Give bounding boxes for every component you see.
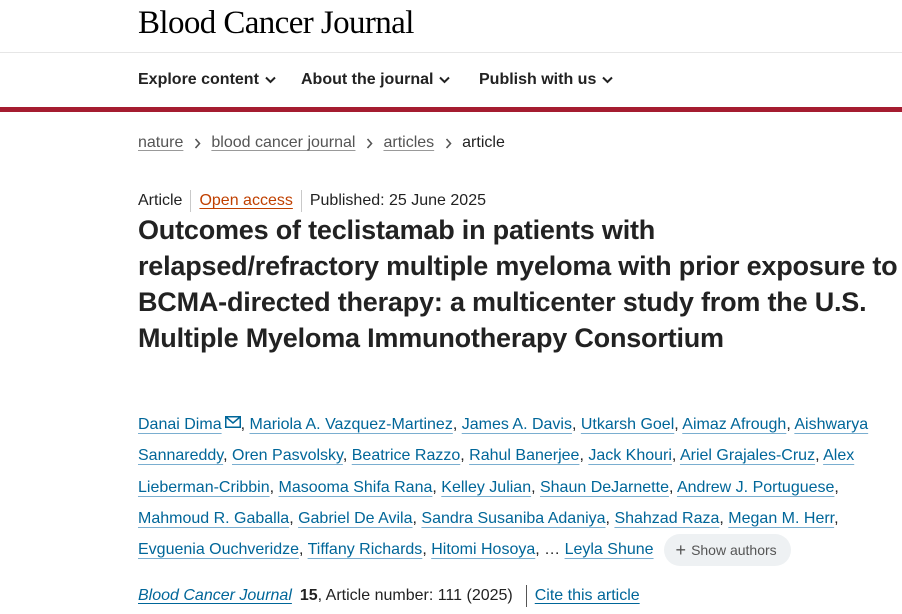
author-separator: , (579, 447, 589, 465)
author-link[interactable]: Rahul Banerjee (469, 447, 580, 465)
author-separator: , (671, 447, 680, 465)
article-type: Article (138, 192, 183, 209)
author-separator: , (535, 541, 545, 559)
author-separator: , (605, 509, 615, 527)
author-link[interactable]: Evguenia Ouchveridze (138, 541, 299, 559)
author-link[interactable]: Shahzad Raza (614, 509, 720, 527)
nav-label: Explore content (138, 71, 259, 88)
author-separator: , (289, 509, 299, 527)
author-separator: , (786, 416, 795, 433)
chevron-down-icon (439, 76, 451, 84)
author-link[interactable]: Utkarsh Goel (580, 416, 675, 433)
author-link[interactable]: Shaun DeJarnette (539, 478, 669, 496)
author-link[interactable]: Kelley Julian (441, 478, 532, 496)
breadcrumb-journal[interactable]: blood cancer journal (211, 134, 356, 151)
journal-link[interactable]: Blood Cancer Journal (138, 587, 292, 604)
author-link[interactable]: Mahmoud R. Gaballa (138, 509, 290, 527)
nav-about-journal[interactable]: About the journal (301, 71, 451, 89)
article-number: , Article number: 111 (2025) (317, 587, 513, 604)
nav-label: About the journal (301, 71, 434, 88)
author-link[interactable]: Gabriel De Avila (298, 509, 413, 527)
published-date: Published: 25 June 2025 (309, 192, 486, 209)
author-list: Danai Dima, Mariola A. Vazquez-Martinez,… (138, 408, 888, 567)
author-link[interactable]: Oren Pasvolsky (232, 447, 343, 465)
author-link[interactable]: Ariel Grajales-Cruz (679, 447, 816, 465)
author-link[interactable]: Danai Dima (138, 416, 222, 433)
author-link[interactable]: Leyla Shune (564, 541, 654, 559)
author-link[interactable]: Tiffany Richards (307, 541, 423, 559)
citation-divider (525, 585, 527, 607)
mail-icon[interactable] (224, 408, 241, 439)
author-separator: , (223, 447, 232, 465)
plus-icon: + (675, 539, 687, 560)
chevron-right-icon (194, 137, 201, 149)
breadcrumb-current: article (462, 134, 505, 151)
nav-publish-with-us[interactable]: Publish with us (479, 71, 614, 89)
author-separator: , (531, 478, 540, 496)
journal-logo[interactable]: Blood Cancer Journal (138, 5, 414, 41)
citation-line: Blood Cancer Journal 15 , Article number… (138, 585, 640, 607)
author-link[interactable]: Alex Lieberman-Cribbin (138, 447, 855, 496)
author-separator: , (432, 478, 442, 496)
chevron-down-icon (265, 76, 276, 84)
author-link[interactable]: James A. Davis (461, 416, 572, 433)
author-separator: , (674, 416, 683, 433)
article-meta: Article Open access Published: 25 June 2… (138, 190, 486, 212)
author-separator: , (815, 447, 824, 465)
author-link[interactable]: Jack Khouri (588, 447, 672, 465)
show-authors-label: Show authors (691, 541, 777, 558)
cite-this-article-link[interactable]: Cite this article (534, 587, 640, 604)
site-header: Blood Cancer Journal (0, 0, 902, 53)
author-link[interactable]: Andrew J. Portuguese (676, 478, 835, 496)
author-separator: , (298, 541, 308, 559)
author-link[interactable]: Aimaz Afrough (682, 416, 787, 433)
volume-number: 15 (299, 587, 318, 604)
author-separator: , (422, 541, 432, 559)
nav-explore-content[interactable]: Explore content (138, 71, 276, 89)
author-separator: , (342, 447, 352, 465)
meta-divider (300, 190, 302, 212)
accent-divider (0, 107, 902, 112)
nav-label: Publish with us (479, 71, 597, 88)
author-link[interactable]: Beatrice Razzo (351, 447, 461, 465)
meta-divider (190, 190, 192, 212)
author-separator: , (571, 416, 581, 433)
chevron-right-icon (445, 137, 452, 149)
main-nav: Explore content About the journal Publis… (0, 53, 902, 107)
show-authors-button[interactable]: + Show authors (663, 534, 791, 567)
author-separator: , (412, 509, 422, 527)
chevron-right-icon (366, 137, 374, 149)
author-separator: , (834, 509, 839, 527)
author-separator: , (719, 509, 729, 527)
author-ellipsis: … (544, 541, 561, 559)
author-separator: , (668, 478, 677, 496)
author-separator: , (834, 478, 839, 496)
author-separator: , (460, 447, 470, 465)
breadcrumb-articles[interactable]: articles (383, 134, 435, 151)
breadcrumb: nature blood cancer journal articles art… (138, 134, 505, 152)
author-link[interactable]: Mariola A. Vazquez-Martinez (249, 416, 453, 433)
open-access-link[interactable]: Open access (199, 192, 293, 209)
author-separator: , (269, 478, 279, 496)
author-link[interactable]: Hitomi Hosoya (431, 541, 536, 559)
author-link[interactable]: Sandra Susaniba Adaniya (421, 509, 606, 527)
author-link[interactable]: Masooma Shifa Rana (278, 478, 433, 496)
author-separator: , (452, 416, 462, 433)
author-separator: , (240, 416, 250, 433)
chevron-down-icon (602, 76, 614, 84)
author-link[interactable]: Megan M. Herr (728, 509, 835, 527)
breadcrumb-nature[interactable]: nature (138, 134, 184, 151)
article-title: Outcomes of teclistamab in patients with… (138, 215, 898, 353)
author-link[interactable]: Aishwarya Sannareddy (138, 416, 869, 465)
